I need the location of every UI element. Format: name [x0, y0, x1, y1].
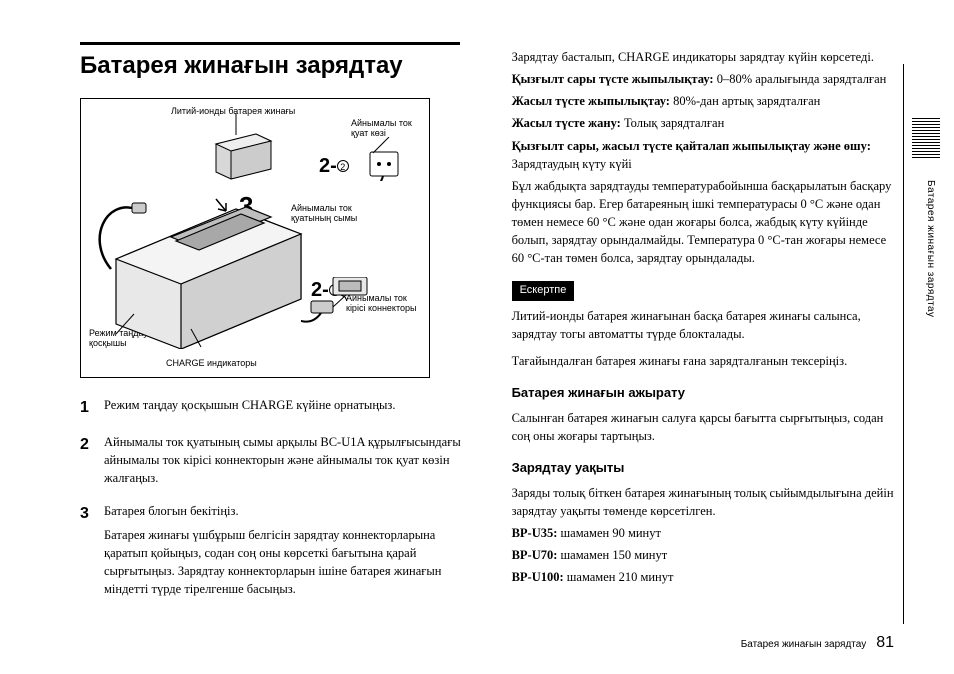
step-text: Айнымалы ток қуатының сымы арқылы BC-U1A… [104, 433, 482, 487]
temperature-note: Бұл жабдықта зарядтауды температурабойын… [512, 177, 894, 268]
status-green-solid: Жасыл түсте жану: Толық зарядталған [512, 114, 894, 132]
left-column: Батарея жинағын зарядтау Литий-ионды бат… [80, 40, 482, 620]
right-column: Зарядтау басталып, CHARGE индикаторы зар… [512, 40, 894, 620]
charge-time-intro: Заряды толық біткен батарея жинағының то… [512, 484, 894, 520]
page-footer: Батарея жинағын зарядтау 81 [741, 634, 894, 652]
diagram-step-2-2: 2-2 [319, 155, 349, 178]
step-item: 3 Батарея блогын бекітіңіз. Батарея жина… [80, 502, 482, 599]
status-green-blink: Жасыл түсте жыпылықтау: 80%-дан артық за… [512, 92, 894, 110]
charge-time-heading: Зарядтау уақыты [512, 459, 894, 478]
footer-title: Батарея жинағын зарядтау [741, 639, 867, 650]
thumb-index-hatch [912, 118, 940, 160]
ac-in-connector-icon [301, 277, 371, 332]
ac-source-label: Айнымалы ток қуат көзі [351, 119, 421, 139]
note-text-2: Тағайындалған батарея жинағы ғана зарядт… [512, 352, 894, 370]
content-columns: Батарея жинағын зарядтау Литий-ионды бат… [80, 40, 894, 620]
margin-rule [903, 64, 904, 624]
leader-line [231, 113, 241, 135]
charger-diagram: Литий-ионды батарея жинағы Айнымалы ток … [80, 98, 430, 378]
page-number: 81 [876, 634, 894, 652]
step-text: Режим таңдау қосқышын CHARGE күйіне орна… [104, 396, 482, 419]
battery-icon [211, 129, 281, 184]
charge-intro: Зарядтау басталып, CHARGE индикаторы зар… [512, 48, 894, 66]
step-number: 3 [80, 502, 94, 599]
status-orange-blink: Қызғылт сары түсте жыпылықтау: 0–80% ара… [512, 70, 894, 88]
leader-line [371, 137, 391, 155]
time-bp-u100: BP-U100: шамамен 210 минут [512, 568, 894, 586]
charger-body-icon [96, 179, 326, 349]
charge-indicator-label: CHARGE индикаторы [166, 359, 257, 369]
step-subtext: Батарея жинағы үшбұрыш белгісін зарядтау… [104, 526, 482, 599]
step-item: 1 Режим таңдау қосқышын CHARGE күйіне ор… [80, 396, 482, 419]
note-text-1: Литий-ионды батарея жинағынан басқа бата… [512, 307, 894, 343]
wall-outlet-icon [369, 151, 405, 181]
note-badge: Ескертпе [512, 281, 575, 301]
time-bp-u70: BP-U70: шамамен 150 минут [512, 546, 894, 564]
step-number: 2 [80, 433, 94, 487]
status-alt-blink: Қызғылт сары, жасыл түсте қайталап жыпыл… [512, 137, 894, 173]
steps-list: 1 Режим таңдау қосқышын CHARGE күйіне ор… [80, 396, 482, 598]
step-number: 1 [80, 396, 94, 419]
time-bp-u35: BP-U35: шамамен 90 минут [512, 524, 894, 542]
side-tab-label: Батарея жинағын зарядтау [925, 180, 936, 318]
title-rule [80, 42, 460, 45]
detach-text: Салынған батарея жинағын салуға қарсы ба… [512, 409, 894, 445]
page-title: Батарея жинағын зарядтау [80, 52, 482, 80]
step-text: Батарея блогын бекітіңіз. Батарея жинағы… [104, 502, 482, 599]
step-item: 2 Айнымалы ток қуатының сымы арқылы BC-U… [80, 433, 482, 487]
detach-heading: Батарея жинағын ажырату [512, 384, 894, 403]
